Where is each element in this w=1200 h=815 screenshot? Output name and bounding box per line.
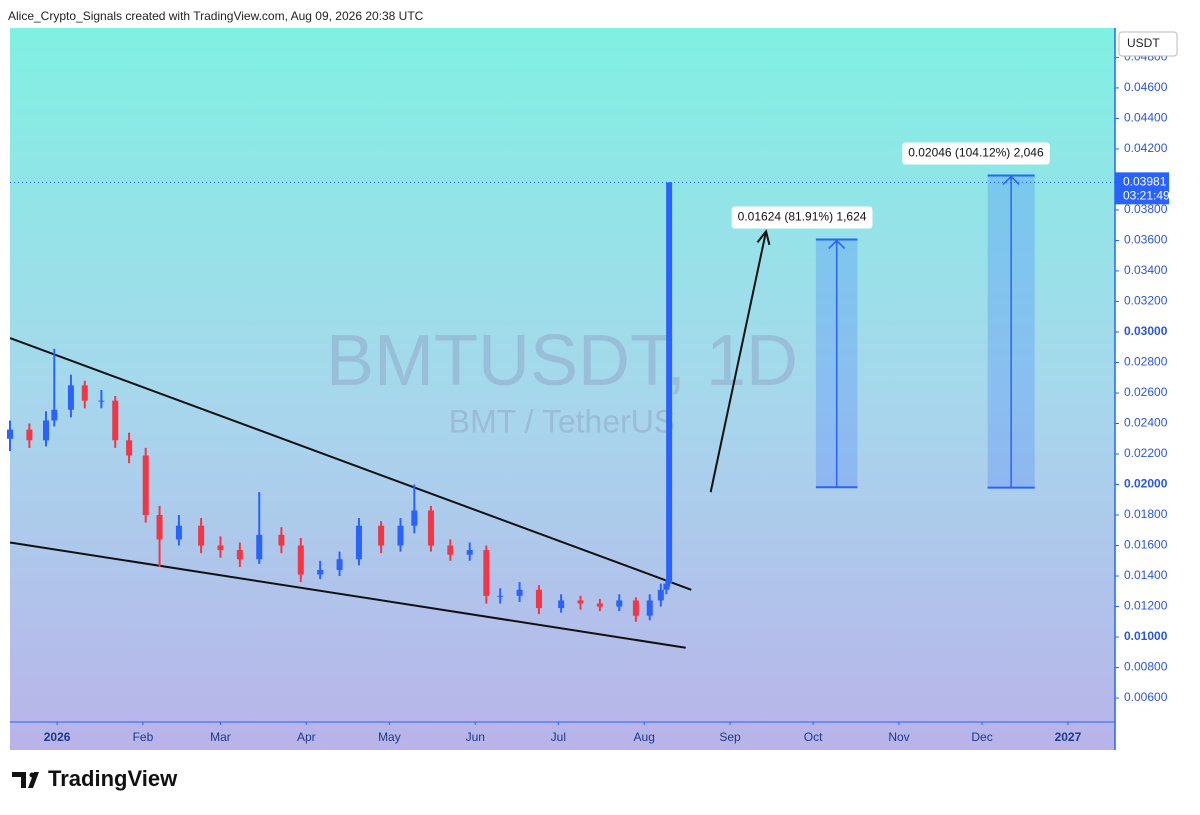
x-tick-label: Feb — [133, 730, 154, 744]
y-tick-label: 0.02000 — [1124, 477, 1168, 491]
arrow — [709, 231, 768, 493]
y-tick-label: 0.02200 — [1124, 446, 1168, 460]
candle-body — [236, 550, 243, 560]
x-tick-label: May — [378, 730, 401, 744]
watermark-sub: BMT / TetherUS — [449, 403, 675, 439]
y-tick-label: 0.04200 — [1124, 141, 1168, 155]
y-tick-label: 0.01800 — [1124, 507, 1168, 521]
candle-body — [646, 600, 653, 616]
candle-body — [198, 525, 205, 546]
y-tick-label: 0.03200 — [1124, 294, 1168, 308]
x-tick-label: Nov — [888, 730, 909, 744]
header: Alice_Crypto_Signals created with Tradin… — [8, 9, 424, 23]
y-tick-label: 0.04600 — [1124, 80, 1168, 94]
measure-label-box — [731, 206, 873, 229]
last-price-box — [1115, 172, 1169, 205]
candle-body — [666, 182, 673, 584]
candle-body — [397, 525, 404, 546]
y-tick-label: 0.00600 — [1124, 690, 1168, 704]
candle-body — [447, 545, 454, 555]
candle-body — [26, 429, 33, 441]
candle-body — [466, 550, 473, 555]
x-tick-label: Dec — [971, 730, 992, 744]
footer-logo: TradingView — [48, 766, 178, 791]
candle-body — [378, 525, 385, 546]
candle-body — [278, 534, 285, 546]
y-tick-label: 0.03000 — [1124, 324, 1168, 338]
watermark: BMTUSDT, 1D — [326, 321, 798, 401]
footer-logo-icon — [12, 772, 39, 788]
trendline — [9, 541, 686, 649]
y-tick-label: 0.03400 — [1124, 263, 1168, 277]
arrow-head — [756, 229, 771, 246]
candle-body — [67, 385, 74, 410]
candle-body — [142, 455, 149, 516]
candle-body — [156, 515, 163, 540]
x-tick-label: Oct — [804, 730, 823, 744]
candle-body — [98, 400, 105, 402]
candle-body — [317, 569, 324, 575]
x-tick-label: Mar — [210, 730, 231, 744]
y-tick-label: 0.01400 — [1124, 568, 1168, 582]
measure-label-box — [902, 142, 1050, 165]
candle-body — [112, 400, 119, 441]
candle-body — [516, 589, 523, 596]
currency-label: USDT — [1127, 36, 1160, 50]
y-tick-label: 0.02800 — [1124, 355, 1168, 369]
y-tick-label: 0.03600 — [1124, 233, 1168, 247]
x-tick-label: Aug — [634, 730, 655, 744]
y-tick-label: 0.03800 — [1124, 202, 1168, 216]
y-tick-label: 0.01000 — [1124, 629, 1168, 643]
x-tick-label: Jun — [466, 730, 485, 744]
y-tick-label: 0.01200 — [1124, 599, 1168, 613]
y-tick-label: 0.04400 — [1124, 111, 1168, 125]
measure-arrow-head — [1002, 175, 1020, 186]
y-tick-label: 0.02600 — [1124, 385, 1168, 399]
candle-body — [43, 420, 50, 441]
candle-body — [663, 583, 670, 590]
last-price-label: 0.03981 — [1123, 175, 1167, 189]
candle-body — [616, 600, 623, 607]
candle-body — [7, 429, 13, 439]
measure-tag: 0.02046 (104.12%) 2,046 — [902, 142, 1050, 165]
candle-body — [81, 385, 88, 401]
y-tick-label: 0.01600 — [1124, 538, 1168, 552]
candle-body — [217, 545, 224, 551]
x-tick-label: Jul — [551, 730, 566, 744]
trendline — [9, 337, 692, 591]
candle-body — [126, 440, 133, 456]
candle-body — [558, 600, 565, 609]
x-tick-label: Apr — [297, 730, 316, 744]
measure-arrow-head — [828, 239, 846, 250]
y-tick-label: 0.00800 — [1124, 660, 1168, 674]
candle-body — [483, 550, 490, 596]
currency-box — [1118, 31, 1178, 57]
countdown: 03:21:49 — [1123, 189, 1170, 203]
y-tick-label: 0.02400 — [1124, 416, 1168, 430]
measure-tag: 0.01624 (81.91%) 1,624 — [731, 206, 873, 229]
x-tick-label: Sep — [719, 730, 741, 744]
x-tick-label: 2026 — [44, 730, 71, 744]
candle-body — [411, 510, 418, 526]
measure-label: 0.02046 (104.12%) 2,046 — [908, 146, 1044, 160]
candle-body — [256, 534, 263, 560]
candle-body — [596, 603, 603, 607]
measure-label: 0.01624 (81.91%) 1,624 — [738, 210, 867, 224]
candle-body — [535, 589, 542, 609]
candle-body — [497, 595, 504, 597]
candle-body — [427, 510, 434, 546]
candle-body — [577, 600, 584, 604]
candle-body — [51, 409, 58, 421]
x-tick-label: 2027 — [1055, 730, 1082, 744]
candle-body — [336, 559, 343, 570]
candle-body — [175, 525, 182, 540]
candle-body — [657, 589, 664, 601]
candle-body — [632, 600, 639, 616]
candle-body — [297, 545, 304, 575]
candle-body — [355, 525, 362, 560]
